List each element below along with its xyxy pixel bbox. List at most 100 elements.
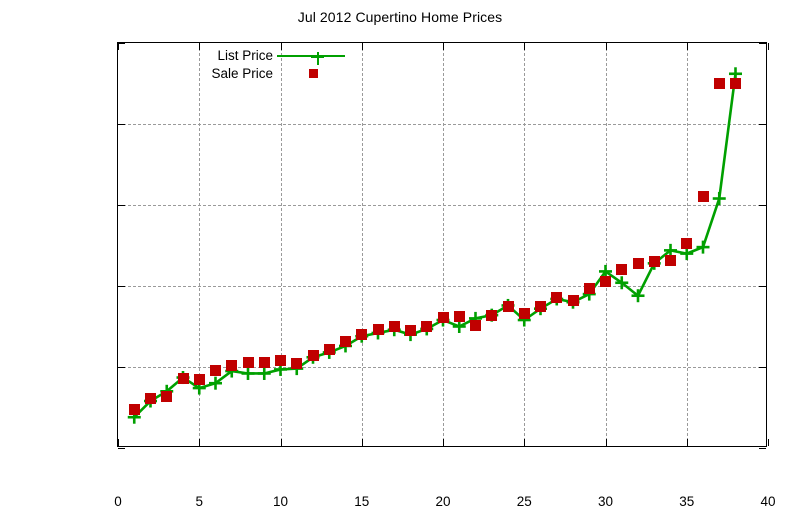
square-marker	[600, 276, 611, 288]
y-tick-mark	[118, 367, 125, 368]
y-tick-mark	[759, 124, 766, 125]
square-marker	[323, 343, 335, 355]
x-tick-mark	[443, 439, 444, 446]
gridline-horizontal	[118, 205, 766, 206]
plot-area: 5000001000000150000020000002500000300000…	[114, 42, 776, 509]
x-tick-mark	[524, 439, 526, 446]
x-tick-mark	[280, 43, 282, 50]
y-tick-mark	[118, 448, 125, 449]
x-tick-mark	[605, 439, 607, 446]
legend-label-sale-price: Sale Price	[211, 66, 273, 81]
square-marker	[405, 325, 416, 337]
gridline-vertical	[443, 43, 444, 446]
square-marker	[388, 321, 400, 332]
x-tick-mark	[524, 43, 526, 50]
plus-marker	[712, 192, 726, 206]
y-tick-mark	[118, 124, 125, 125]
series-lines	[127, 67, 742, 424]
x-tick-label: 35	[679, 494, 695, 509]
square-marker	[567, 295, 579, 307]
x-tick-label: 0	[114, 494, 122, 509]
y-tick-mark	[759, 367, 766, 368]
square-marker	[730, 78, 741, 89]
square-marker	[453, 311, 465, 323]
plus-marker	[615, 276, 629, 290]
plus-marker-icon	[310, 51, 324, 65]
square-marker	[307, 350, 319, 362]
y-tick-mark	[759, 43, 766, 44]
y-tick-mark	[759, 448, 766, 449]
gridline-vertical	[605, 43, 607, 446]
gridline-horizontal	[118, 367, 766, 368]
square-marker	[583, 282, 595, 294]
plus-marker	[241, 366, 255, 380]
x-tick-mark	[686, 43, 688, 50]
square-marker	[470, 320, 481, 332]
x-tick-mark	[199, 43, 201, 50]
square-marker	[713, 78, 725, 89]
y-tick-mark	[118, 286, 125, 287]
x-tick-label: 15	[354, 494, 370, 509]
y-tick-mark	[759, 205, 766, 206]
x-tick-mark	[768, 43, 769, 50]
square-marker	[210, 364, 221, 376]
plus-marker	[257, 366, 271, 380]
x-tick-mark	[361, 43, 363, 50]
square-marker	[535, 300, 546, 312]
square-marker	[145, 393, 156, 405]
plus-marker	[209, 376, 222, 390]
chart-title: Jul 2012 Cupertino Home Prices	[297, 9, 503, 25]
square-marker	[356, 329, 368, 341]
square-marker	[421, 321, 433, 332]
square-marker	[502, 300, 514, 312]
gridline-vertical	[361, 43, 363, 446]
plus-marker	[599, 264, 612, 278]
square-marker	[372, 324, 384, 336]
square-marker	[616, 264, 628, 276]
x-tick-label: 20	[435, 494, 451, 509]
x-tick-mark	[605, 43, 607, 50]
square-marker	[665, 255, 676, 267]
square-marker	[161, 391, 173, 403]
chart-legend: List Price Sale Price	[136, 47, 351, 83]
square-marker	[340, 336, 351, 348]
gridline-vertical	[199, 43, 201, 446]
square-marker	[437, 312, 449, 324]
x-tick-mark	[118, 439, 119, 446]
chart-root: Jul 2012 Cupertino Home Prices Price 500…	[114, 9, 776, 509]
square-marker	[291, 358, 303, 370]
square-marker	[486, 309, 498, 321]
plus-marker	[696, 240, 710, 254]
square-marker	[518, 308, 530, 320]
square-marker	[275, 355, 286, 367]
square-marker	[258, 356, 270, 368]
x-tick-mark	[199, 439, 201, 446]
gridline-horizontal	[118, 124, 766, 125]
legend-entry-list-price: List Price	[136, 47, 351, 65]
square-marker	[648, 256, 660, 268]
x-tick-label: 10	[272, 494, 289, 509]
plus-marker	[631, 289, 645, 303]
x-tick-label: 30	[597, 494, 614, 509]
x-tick-mark	[768, 439, 769, 446]
legend-entry-sale-price: Sale Price	[136, 65, 351, 83]
x-tick-mark	[686, 439, 688, 446]
x-tick-mark	[443, 43, 444, 50]
y-tick-mark	[759, 286, 766, 287]
plus-marker	[664, 243, 677, 257]
x-tick-mark	[280, 439, 282, 446]
y-tick-mark	[118, 43, 125, 44]
gridline-vertical	[280, 43, 282, 446]
square-marker	[242, 356, 254, 368]
square-marker	[193, 373, 205, 385]
square-marker	[632, 257, 644, 269]
gridline-horizontal	[118, 286, 766, 287]
red-square-marker-icon	[309, 69, 318, 78]
x-tick-mark	[361, 439, 363, 446]
y-tick-mark	[118, 205, 125, 206]
square-marker	[551, 291, 563, 303]
square-marker	[697, 191, 709, 203]
gridline-vertical	[524, 43, 526, 446]
x-tick-label: 40	[760, 494, 776, 509]
square-marker	[681, 238, 693, 250]
